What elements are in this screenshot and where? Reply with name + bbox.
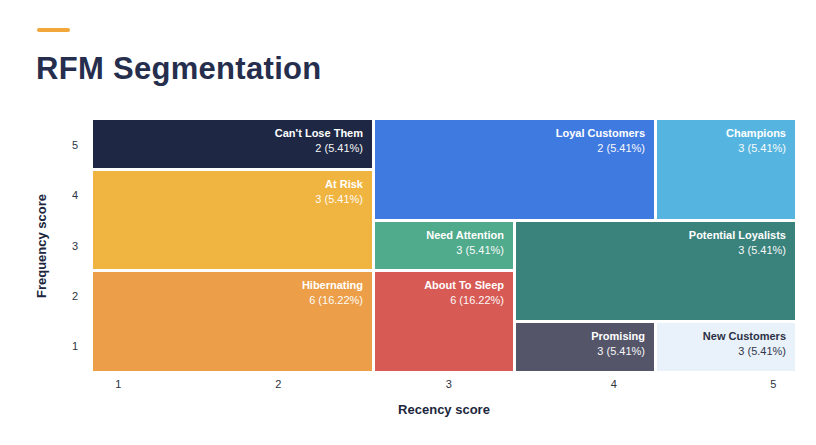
- segment-new-customers[interactable]: New Customers 3 (5.41%): [657, 323, 795, 371]
- x-tick-1: 1: [115, 379, 121, 390]
- y-tick-3: 3: [72, 240, 78, 251]
- segment-about-to-sleep[interactable]: About To Sleep 6 (16.22%): [375, 272, 513, 371]
- segment-name-label: Potential Loyalists: [689, 227, 786, 243]
- y-axis-label: Frequency score: [33, 190, 49, 302]
- y-tick-1: 1: [72, 340, 78, 351]
- x-tick-4: 4: [611, 379, 617, 390]
- page-title: RFM Segmentation: [36, 53, 322, 84]
- segment-need-attention[interactable]: Need Attention 3 (5.41%): [375, 222, 513, 270]
- segment-champions[interactable]: Champions 3 (5.41%): [657, 120, 795, 219]
- segment-name-label: Champions: [726, 125, 786, 141]
- segment-name-label: Need Attention: [426, 227, 504, 243]
- segment-name-label: New Customers: [703, 328, 786, 344]
- segment-promising[interactable]: Promising 3 (5.41%): [516, 323, 654, 371]
- rfm-segmentation-chart: Frequency score 5 4 3 2 1 Can't Lose The…: [93, 120, 795, 371]
- segment-value-label: 3 (5.41%): [738, 344, 786, 359]
- segment-name-label: Can't Lose Them: [275, 125, 363, 141]
- y-tick-4: 4: [72, 190, 78, 201]
- segment-at-risk[interactable]: At Risk 3 (5.41%): [93, 171, 372, 270]
- slide-canvas: { "page": { "title": "RFM Segmentation",…: [0, 0, 816, 445]
- segment-name-label: Loyal Customers: [556, 125, 645, 141]
- segment-loyal-customers[interactable]: Loyal Customers 2 (5.41%): [375, 120, 654, 219]
- segment-name-label: Hibernating: [302, 277, 363, 293]
- segment-value-label: 3 (5.41%): [315, 192, 363, 207]
- x-tick-3: 3: [446, 379, 452, 390]
- segment-name-label: At Risk: [325, 176, 363, 192]
- y-tick-2: 2: [72, 290, 78, 301]
- segment-value-label: 3 (5.41%): [738, 141, 786, 156]
- segment-name-label: About To Sleep: [424, 277, 504, 293]
- segment-value-label: 6 (16.22%): [309, 293, 363, 308]
- x-tick-5: 5: [770, 379, 776, 390]
- segment-cant-lose-them[interactable]: Can't Lose Them 2 (5.41%): [93, 120, 372, 168]
- segment-value-label: 2 (5.41%): [315, 141, 363, 156]
- x-axis-label: Recency score: [398, 402, 490, 417]
- segment-name-label: Promising: [591, 328, 645, 344]
- segment-value-label: 2 (5.41%): [597, 141, 645, 156]
- y-tick-5: 5: [72, 140, 78, 151]
- title-accent-bar: [37, 28, 70, 32]
- segment-value-label: 6 (16.22%): [450, 293, 504, 308]
- segment-hibernating[interactable]: Hibernating 6 (16.22%): [93, 272, 372, 371]
- segment-potential-loyalists[interactable]: Potential Loyalists 3 (5.41%): [516, 222, 795, 321]
- segment-value-label: 3 (5.41%): [456, 243, 504, 258]
- segment-value-label: 3 (5.41%): [738, 243, 786, 258]
- segment-grid: Can't Lose Them 2 (5.41%) At Risk 3 (5.4…: [93, 120, 795, 371]
- x-tick-2: 2: [275, 379, 281, 390]
- segment-value-label: 3 (5.41%): [597, 344, 645, 359]
